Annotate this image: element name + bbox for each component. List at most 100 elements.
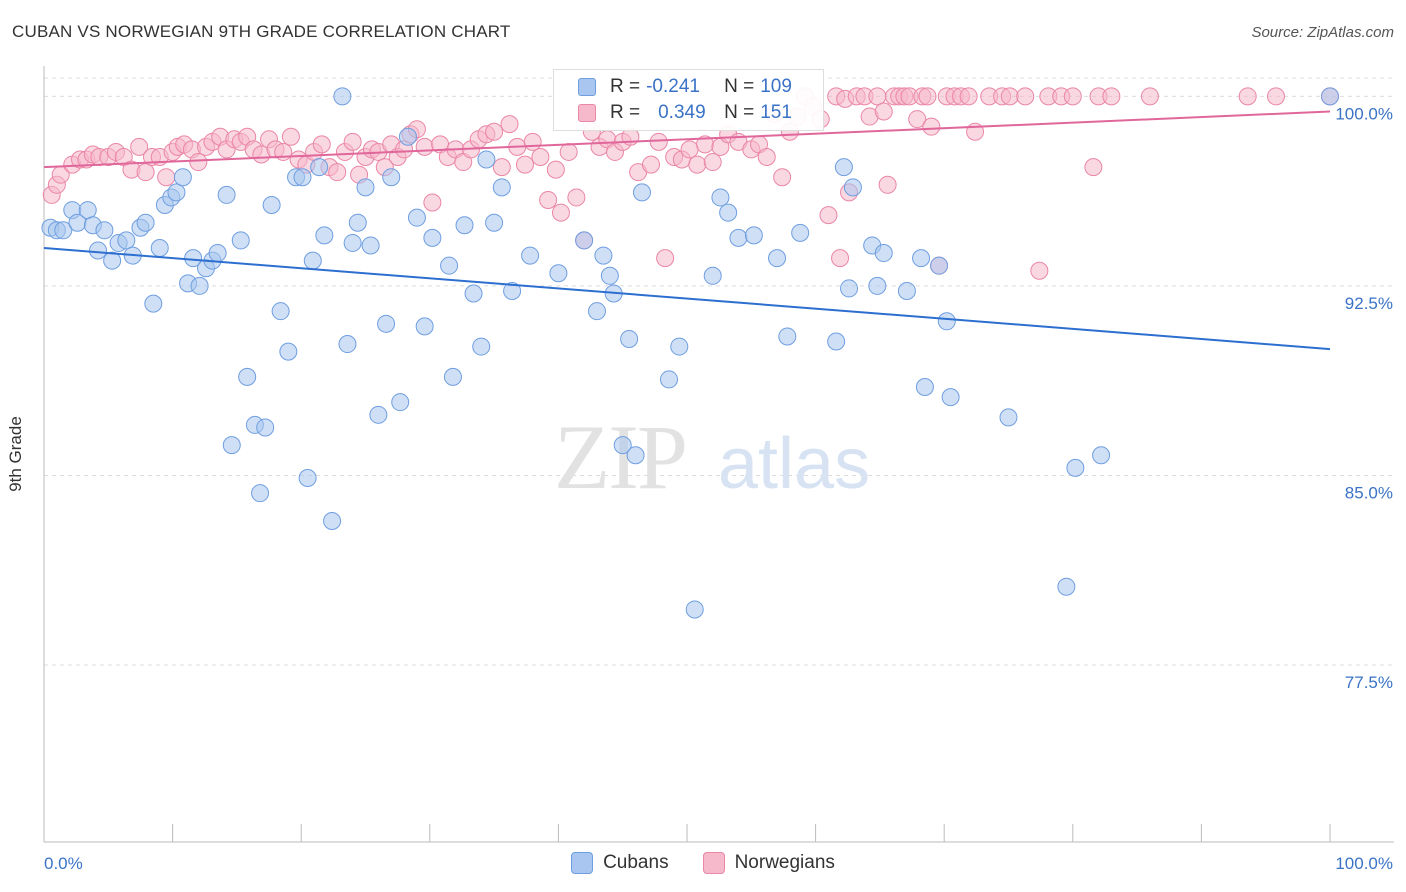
norwegian-point	[819, 206, 838, 225]
norwegian-point	[130, 137, 149, 156]
y-tick-label: 77.5%	[1345, 673, 1393, 692]
cuban-point	[423, 228, 442, 247]
cuban-point	[217, 185, 236, 204]
tick-labels: 77.5% 85.0% 92.5% 100.0% 0.0% 100.0%	[44, 104, 1393, 873]
norwegian-point	[567, 188, 586, 207]
norwegian-point	[523, 132, 542, 151]
cuban-point	[293, 168, 312, 187]
cuban-point	[315, 226, 334, 245]
norwegian-point	[551, 203, 570, 222]
norwegian-point	[1016, 87, 1035, 106]
norwegian-trend-line	[43, 110, 1331, 169]
legend-r-label: R =	[610, 76, 641, 97]
cuban-point	[670, 337, 689, 356]
cuban-point	[310, 158, 329, 177]
cuban-point	[1066, 458, 1085, 477]
norwegian-point	[539, 190, 558, 209]
cuban-point	[303, 251, 322, 270]
cuban-point	[256, 418, 275, 437]
y-axis-title: 9th Grade	[6, 416, 25, 492]
trend-lines	[43, 110, 1331, 351]
cuban-point	[1321, 87, 1339, 106]
legend-n-label: N =	[724, 102, 755, 123]
cuban-point	[1057, 577, 1076, 596]
legend-r-value: 0.349	[658, 102, 706, 123]
norwegian-point	[641, 155, 660, 174]
cuban-point	[711, 188, 730, 207]
cuban-point	[827, 332, 846, 351]
cuban-point	[999, 408, 1018, 427]
cuban-point	[930, 256, 949, 275]
cuban-point	[1092, 446, 1111, 465]
norwegian-point	[1000, 87, 1019, 106]
cuban-point	[729, 228, 748, 247]
legend-item-cubans[interactable]: Cubans	[571, 852, 669, 874]
cuban-point	[251, 484, 270, 503]
norwegian-point	[831, 249, 850, 268]
cuban-point	[472, 337, 491, 356]
norwegian-point	[757, 147, 776, 166]
cuban-point	[95, 221, 114, 240]
cuban-point	[338, 335, 357, 354]
cuban-point	[415, 317, 434, 336]
norwegian-point	[157, 168, 176, 187]
norwegian-point	[1266, 87, 1285, 106]
norwegian-point	[415, 137, 434, 156]
cuban-point	[594, 246, 613, 265]
watermark-atlas: atlas	[718, 424, 870, 504]
legend-item-norwegians[interactable]: Norwegians	[702, 852, 835, 874]
cuban-point	[323, 511, 342, 530]
correlation-legend: R = -0.241 N = 109 R = 0.349 N = 151	[553, 69, 824, 131]
norwegian-point	[874, 102, 893, 121]
norwegian-point	[559, 142, 578, 161]
cuban-point	[238, 367, 257, 386]
norwegians-legend-swatch	[702, 852, 725, 874]
source-label: Source: ZipAtlas.com	[1251, 24, 1394, 41]
cuban-point	[391, 393, 410, 412]
legend-r-value: -0.241	[646, 76, 700, 97]
norwegian-point	[343, 132, 362, 151]
cuban-trend-line	[43, 246, 1331, 351]
cuban-point	[659, 370, 678, 389]
norwegian-point	[1030, 261, 1049, 280]
norwegian-point	[688, 155, 707, 174]
cuban-point	[492, 178, 511, 197]
cuban-point	[369, 405, 388, 424]
legend-n-value: 151	[760, 102, 792, 123]
norwegian-point	[546, 160, 565, 179]
norwegian-point	[136, 163, 155, 182]
cuban-point	[382, 168, 401, 187]
cuban-point	[521, 246, 540, 265]
cuban-point	[208, 244, 227, 263]
norwegians-swatch	[578, 104, 596, 122]
cuban-point	[440, 256, 459, 275]
norwegian-point	[485, 122, 504, 141]
cuban-point	[231, 231, 250, 250]
chart-title: CUBAN VS NORWEGIAN 9TH GRADE CORRELATION…	[12, 22, 511, 41]
cuban-point	[897, 281, 916, 300]
cuban-point	[685, 600, 704, 619]
cuban-point	[620, 329, 639, 348]
norwegian-point	[959, 87, 978, 106]
norwegian-point	[515, 155, 534, 174]
cuban-point	[843, 178, 862, 197]
norwegian-point	[773, 168, 792, 187]
norwegian-point	[423, 193, 442, 212]
norwegian-point	[878, 175, 897, 194]
norwegian-point	[908, 110, 927, 129]
legend-n-label: N =	[724, 76, 755, 97]
cuban-point	[464, 284, 483, 303]
cuban-point	[222, 436, 241, 455]
cuban-point	[398, 127, 417, 146]
cuban-point	[937, 312, 956, 331]
cuban-point	[117, 231, 136, 250]
cuban-point	[190, 276, 209, 295]
legend-n-value: 109	[760, 76, 792, 97]
cuban-point	[455, 216, 474, 235]
norwegian-point	[189, 153, 208, 172]
cuban-point	[356, 178, 375, 197]
watermark: ZIP atlas	[554, 406, 870, 508]
cuban-point	[167, 183, 186, 202]
cuban-point	[298, 469, 317, 488]
